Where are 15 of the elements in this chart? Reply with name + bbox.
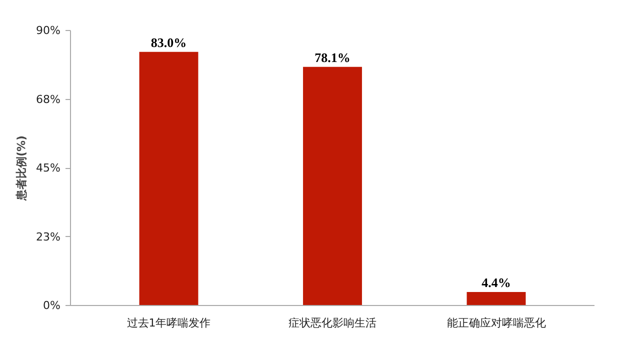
y-tick-label: 68% bbox=[36, 92, 61, 106]
bar bbox=[466, 292, 526, 306]
bar bbox=[303, 66, 362, 306]
x-tick-label: 能正确应对哮喘恶化 bbox=[446, 316, 546, 330]
y-tick-label: 45% bbox=[36, 162, 61, 174]
y-tick-label: 23% bbox=[36, 230, 61, 244]
y-tick-label: 90% bbox=[36, 24, 61, 37]
y-axis-title: 患者比例(%) bbox=[15, 135, 28, 202]
y-tick-label: 0% bbox=[43, 299, 60, 312]
x-tick-label: 过去1年哮喘发作 bbox=[126, 316, 211, 330]
x-tick-label: 症状恶化影响生活 bbox=[288, 316, 376, 330]
data-label: 78.1% bbox=[314, 50, 350, 65]
data-label: 83.0% bbox=[150, 34, 187, 50]
bar bbox=[139, 52, 198, 306]
data-label: 4.4% bbox=[482, 275, 511, 290]
